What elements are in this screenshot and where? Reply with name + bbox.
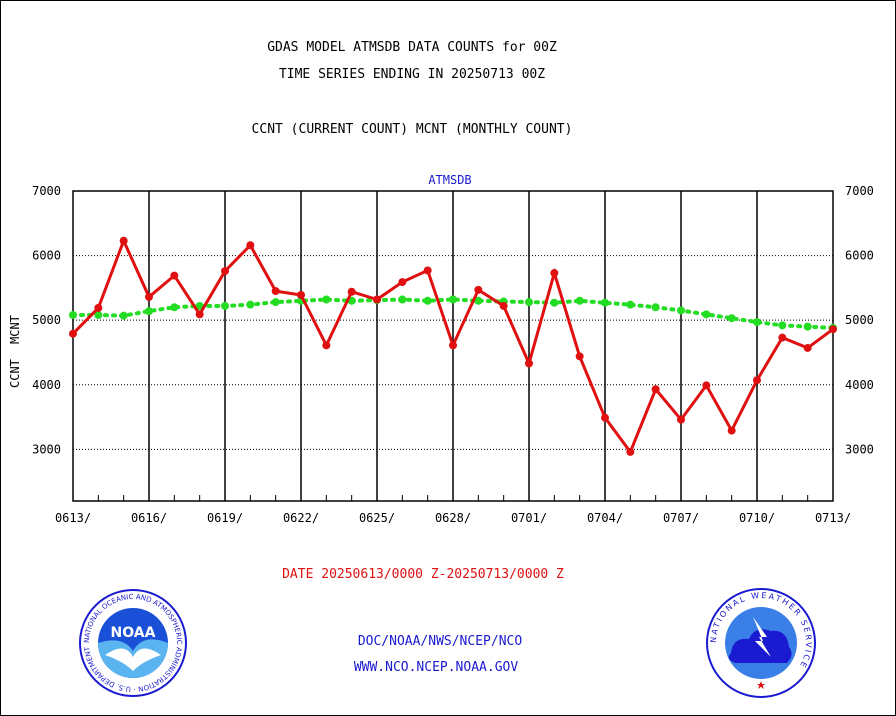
grid-layer [73, 191, 833, 501]
y-tick-label-left: 6000 [32, 249, 61, 263]
point-ccnt [727, 426, 736, 435]
header-line-2: TIME SERIES ENDING IN 20250713 00Z [279, 67, 545, 82]
y-tick-label-left: 5000 [32, 313, 61, 327]
y-tick-label-left: 3000 [32, 442, 61, 456]
x-tick-label: 0628/ [435, 511, 471, 525]
point-ccnt [398, 278, 407, 287]
point-mcnt [550, 298, 559, 307]
y-tick-label-right: 7000 [845, 184, 874, 198]
point-mcnt [145, 307, 153, 316]
point-mcnt [119, 311, 128, 320]
point-mcnt [651, 303, 660, 312]
point-ccnt [525, 359, 533, 368]
x-tick-label: 0625/ [359, 511, 395, 525]
point-ccnt [677, 415, 685, 424]
point-ccnt [601, 413, 609, 422]
point-mcnt [271, 298, 280, 307]
point-ccnt [246, 241, 255, 250]
y-tick-label-left: 7000 [32, 184, 61, 198]
point-mcnt [525, 298, 533, 307]
point-mcnt [702, 310, 711, 319]
point-mcnt [626, 300, 635, 309]
point-ccnt [550, 269, 559, 278]
url-text: WWW.NCO.NCEP.NOAA.GOV [354, 660, 519, 675]
point-ccnt [69, 329, 77, 338]
series-layer [69, 236, 837, 456]
point-ccnt [803, 343, 812, 352]
point-ccnt [145, 292, 153, 301]
point-ccnt [373, 295, 381, 304]
date-range: DATE 20250613/0000 Z-20250713/0000 Z [282, 567, 564, 582]
nws-logo-icon: NATIONAL WEATHER SERVICE [706, 588, 816, 698]
point-ccnt [499, 301, 508, 310]
point-mcnt [322, 295, 331, 304]
header-line-3: CCNT (CURRENT COUNT) MCNT (MONTHLY COUNT… [252, 122, 573, 137]
point-ccnt [651, 385, 660, 394]
org-text: DOC/NOAA/NWS/NCEP/NCO [358, 634, 523, 649]
y-tick-label-right: 6000 [845, 249, 874, 263]
point-mcnt [474, 296, 483, 305]
x-tick-label: 0619/ [207, 511, 243, 525]
noaa-logo-icon: NATIONAL OCEANIC AND ATMOSPHERIC ADMINIS… [79, 589, 187, 697]
point-mcnt [677, 306, 685, 315]
noaa-logo-text: NOAA [111, 625, 156, 641]
point-ccnt [575, 352, 584, 361]
x-tick-label: 0701/ [511, 511, 547, 525]
point-mcnt [170, 303, 179, 312]
y-tick-label-right: 4000 [845, 378, 874, 392]
point-mcnt [575, 296, 584, 305]
point-ccnt [221, 267, 229, 276]
point-mcnt [753, 318, 761, 327]
point-ccnt [778, 333, 787, 342]
y-label-ccnt: CCNT [8, 359, 22, 388]
point-mcnt [449, 295, 457, 304]
y-axis-label: CCNT MCNT [8, 315, 22, 388]
point-ccnt [119, 236, 128, 245]
chart-title: ATMSDB [428, 173, 471, 187]
point-ccnt [195, 310, 204, 319]
point-ccnt [449, 341, 457, 350]
point-ccnt [423, 266, 432, 275]
point-ccnt [702, 381, 711, 390]
point-mcnt [398, 295, 407, 304]
point-ccnt [322, 341, 331, 350]
x-tick-label: 0622/ [283, 511, 319, 525]
point-mcnt [195, 301, 204, 310]
y-tick-label-right: 3000 [845, 442, 874, 456]
point-ccnt [474, 285, 483, 294]
point-mcnt [423, 296, 432, 305]
x-tick-label: 0704/ [587, 511, 623, 525]
y-label-mcnt: MCNT [8, 315, 22, 344]
point-ccnt [94, 303, 103, 312]
point-ccnt [753, 376, 761, 385]
point-ccnt [271, 287, 280, 296]
x-tick-label: 0616/ [131, 511, 167, 525]
point-mcnt [94, 311, 103, 319]
x-tick-label: 0710/ [739, 511, 775, 525]
y-tick-label-left: 4000 [32, 378, 61, 392]
point-ccnt [829, 325, 837, 334]
header-line-1: GDAS MODEL ATMSDB DATA COUNTS for 00Z [267, 40, 557, 55]
x-tick-label: 0713/ [815, 511, 851, 525]
x-tick-label: 0707/ [663, 511, 699, 525]
point-mcnt [803, 322, 812, 331]
point-ccnt [626, 447, 635, 456]
point-mcnt [221, 301, 229, 310]
point-ccnt [170, 271, 179, 280]
point-mcnt [778, 321, 787, 330]
point-ccnt [347, 287, 356, 296]
axis-layer: 3000 3000 4000 4000 5000 5000 6000 6000 7000 7000… [32, 184, 874, 525]
y-tick-label-right: 5000 [845, 313, 874, 327]
x-tick-label: 0613/ [55, 511, 91, 525]
point-mcnt [246, 300, 255, 309]
point-ccnt [297, 290, 305, 299]
point-mcnt [727, 314, 736, 323]
point-mcnt [601, 298, 609, 307]
point-mcnt [69, 311, 77, 319]
